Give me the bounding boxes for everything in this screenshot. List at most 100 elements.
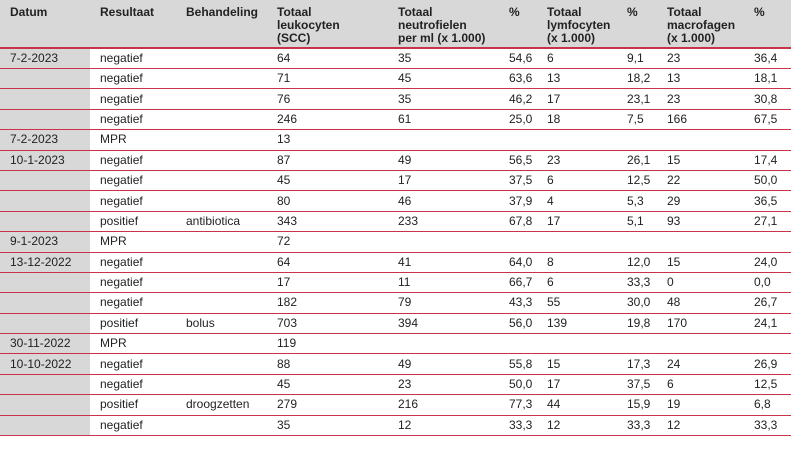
header-row: Datum Resultaat Behandeling Totaal leukocyte…: [0, 0, 791, 49]
cell-behandeling: [176, 190, 267, 212]
cell-neutrofielen-pct: 50,0: [499, 374, 537, 396]
cell-neutrofielen: 49: [388, 353, 499, 375]
cell-lymfocyten: 6: [537, 170, 617, 192]
column-header-datum: Datum: [0, 0, 90, 49]
cell-neutrofielen-pct: [499, 231, 537, 253]
table-row: negatief 17 11 66,7 6 33,3 0 0,0: [0, 272, 791, 294]
table-row: positief bolus 703 394 56,0 139 19,8 170 24,1: [0, 313, 791, 335]
cell-resultaat: negatief: [90, 292, 176, 314]
cell-lymfocyten-pct: 17,3: [617, 353, 657, 375]
cell-leukocyten: 246: [267, 109, 388, 131]
cell-neutrofielen-pct: 64,0: [499, 252, 537, 273]
cell-neutrofielen-pct: 46,2: [499, 88, 537, 110]
cell-macrofagen-pct: 26,9: [744, 353, 791, 375]
cell-macrofagen: 6: [657, 374, 744, 396]
cell-neutrofielen: 233: [388, 211, 499, 233]
cell-behandeling: [176, 231, 267, 253]
cell-macrofagen-pct: 24,1: [744, 313, 791, 335]
cell-datum: [0, 394, 90, 416]
cell-leukocyten: 35: [267, 415, 388, 437]
cell-lymfocyten: 6: [537, 48, 617, 69]
cell-macrofagen: 19: [657, 394, 744, 416]
cell-lymfocyten-pct: 37,5: [617, 374, 657, 396]
cell-resultaat: positief: [90, 394, 176, 416]
cell-leukocyten: 64: [267, 252, 388, 273]
table-row: negatief 35 12 33,3 12 33,3 12 33,3: [0, 415, 791, 437]
cell-lymfocyten: 55: [537, 292, 617, 314]
cell-macrofagen: [657, 231, 744, 253]
cell-lymfocyten-pct: 18,2: [617, 68, 657, 90]
cell-lymfocyten: 8: [537, 252, 617, 273]
cell-datum: [0, 68, 90, 90]
cell-behandeling: [176, 374, 267, 396]
table-row: 13-12-2022 negatief 64 41 64,0 8 12,0 15 24,0: [0, 252, 791, 273]
cell-leukocyten: 703: [267, 313, 388, 335]
cell-lymfocyten: 15: [537, 353, 617, 375]
cell-lymfocyten-pct: 23,1: [617, 88, 657, 110]
cell-neutrofielen-pct: 66,7: [499, 272, 537, 294]
cell-neutrofielen: 61: [388, 109, 499, 131]
cell-resultaat: negatief: [90, 415, 176, 437]
cell-datum: [0, 88, 90, 110]
cell-lymfocyten-pct: 5,3: [617, 190, 657, 212]
table-row: 10-1-2023 negatief 87 49 56,5 23 26,1 15 17,4: [0, 150, 791, 171]
cell-neutrofielen-pct: [499, 333, 537, 355]
table-row: 7-2-2023 negatief 64 35 54,6 6 9,1 23 36,4: [0, 48, 791, 69]
results-table: Datum Resultaat Behandeling Totaal leukocyte…: [0, 0, 791, 437]
column-header-lymfocyten: Totaal lymfocyten (x 1.000): [537, 0, 617, 49]
cell-lymfocyten-pct: 12,5: [617, 170, 657, 192]
cell-resultaat: negatief: [90, 109, 176, 131]
cell-leukocyten: 76: [267, 88, 388, 110]
cell-neutrofielen: 394: [388, 313, 499, 335]
cell-resultaat: positief: [90, 313, 176, 335]
cell-datum: [0, 170, 90, 192]
cell-lymfocyten: 44: [537, 394, 617, 416]
cell-lymfocyten-pct: 5,1: [617, 211, 657, 233]
cell-macrofagen-pct: 30,8: [744, 88, 791, 110]
cell-neutrofielen-pct: 77,3: [499, 394, 537, 416]
cell-resultaat: positief: [90, 211, 176, 233]
cell-neutrofielen: 12: [388, 415, 499, 437]
cell-neutrofielen: 79: [388, 292, 499, 314]
cell-behandeling: [176, 48, 267, 69]
cell-lymfocyten: [537, 231, 617, 253]
cell-leukocyten: 13: [267, 129, 388, 151]
cell-lymfocyten-pct: [617, 231, 657, 253]
cell-neutrofielen: [388, 333, 499, 355]
cell-macrofagen: 170: [657, 313, 744, 335]
cell-resultaat: negatief: [90, 272, 176, 294]
cell-datum: 9-1-2023: [0, 231, 90, 253]
cell-lymfocyten: 6: [537, 272, 617, 294]
cell-leukocyten: 45: [267, 170, 388, 192]
cell-neutrofielen: 45: [388, 68, 499, 90]
table-row: positief droogzetten 279 216 77,3 44 15,9 19 6,8: [0, 394, 791, 416]
cell-datum: 7-2-2023: [0, 129, 90, 151]
cell-behandeling: [176, 68, 267, 90]
cell-macrofagen-pct: [744, 129, 791, 151]
cell-neutrofielen: 49: [388, 150, 499, 171]
cell-behandeling: droogzetten: [176, 394, 267, 416]
cell-macrofagen-pct: 36,5: [744, 190, 791, 212]
cell-macrofagen: [657, 333, 744, 355]
cell-lymfocyten: [537, 333, 617, 355]
cell-macrofagen: 93: [657, 211, 744, 233]
cell-neutrofielen: [388, 231, 499, 253]
cell-datum: [0, 109, 90, 131]
table-row: 30-11-2022 MPR 119: [0, 333, 791, 355]
column-header-behandeling: Behandeling: [176, 0, 267, 49]
cell-lymfocyten: 17: [537, 374, 617, 396]
cell-macrofagen: 15: [657, 150, 744, 171]
cell-macrofagen-pct: 50,0: [744, 170, 791, 192]
column-header-macrofagen: Totaal macrofagen (x 1.000): [657, 0, 744, 49]
cell-macrofagen: 12: [657, 415, 744, 437]
cell-neutrofielen-pct: 33,3: [499, 415, 537, 437]
cell-leukocyten: 343: [267, 211, 388, 233]
cell-leukocyten: 88: [267, 353, 388, 375]
cell-resultaat: MPR: [90, 333, 176, 355]
cell-lymfocyten-pct: 19,8: [617, 313, 657, 335]
cell-datum: [0, 211, 90, 233]
cell-behandeling: [176, 415, 267, 437]
cell-behandeling: [176, 170, 267, 192]
cell-lymfocyten: 4: [537, 190, 617, 212]
cell-neutrofielen-pct: 37,9: [499, 190, 537, 212]
